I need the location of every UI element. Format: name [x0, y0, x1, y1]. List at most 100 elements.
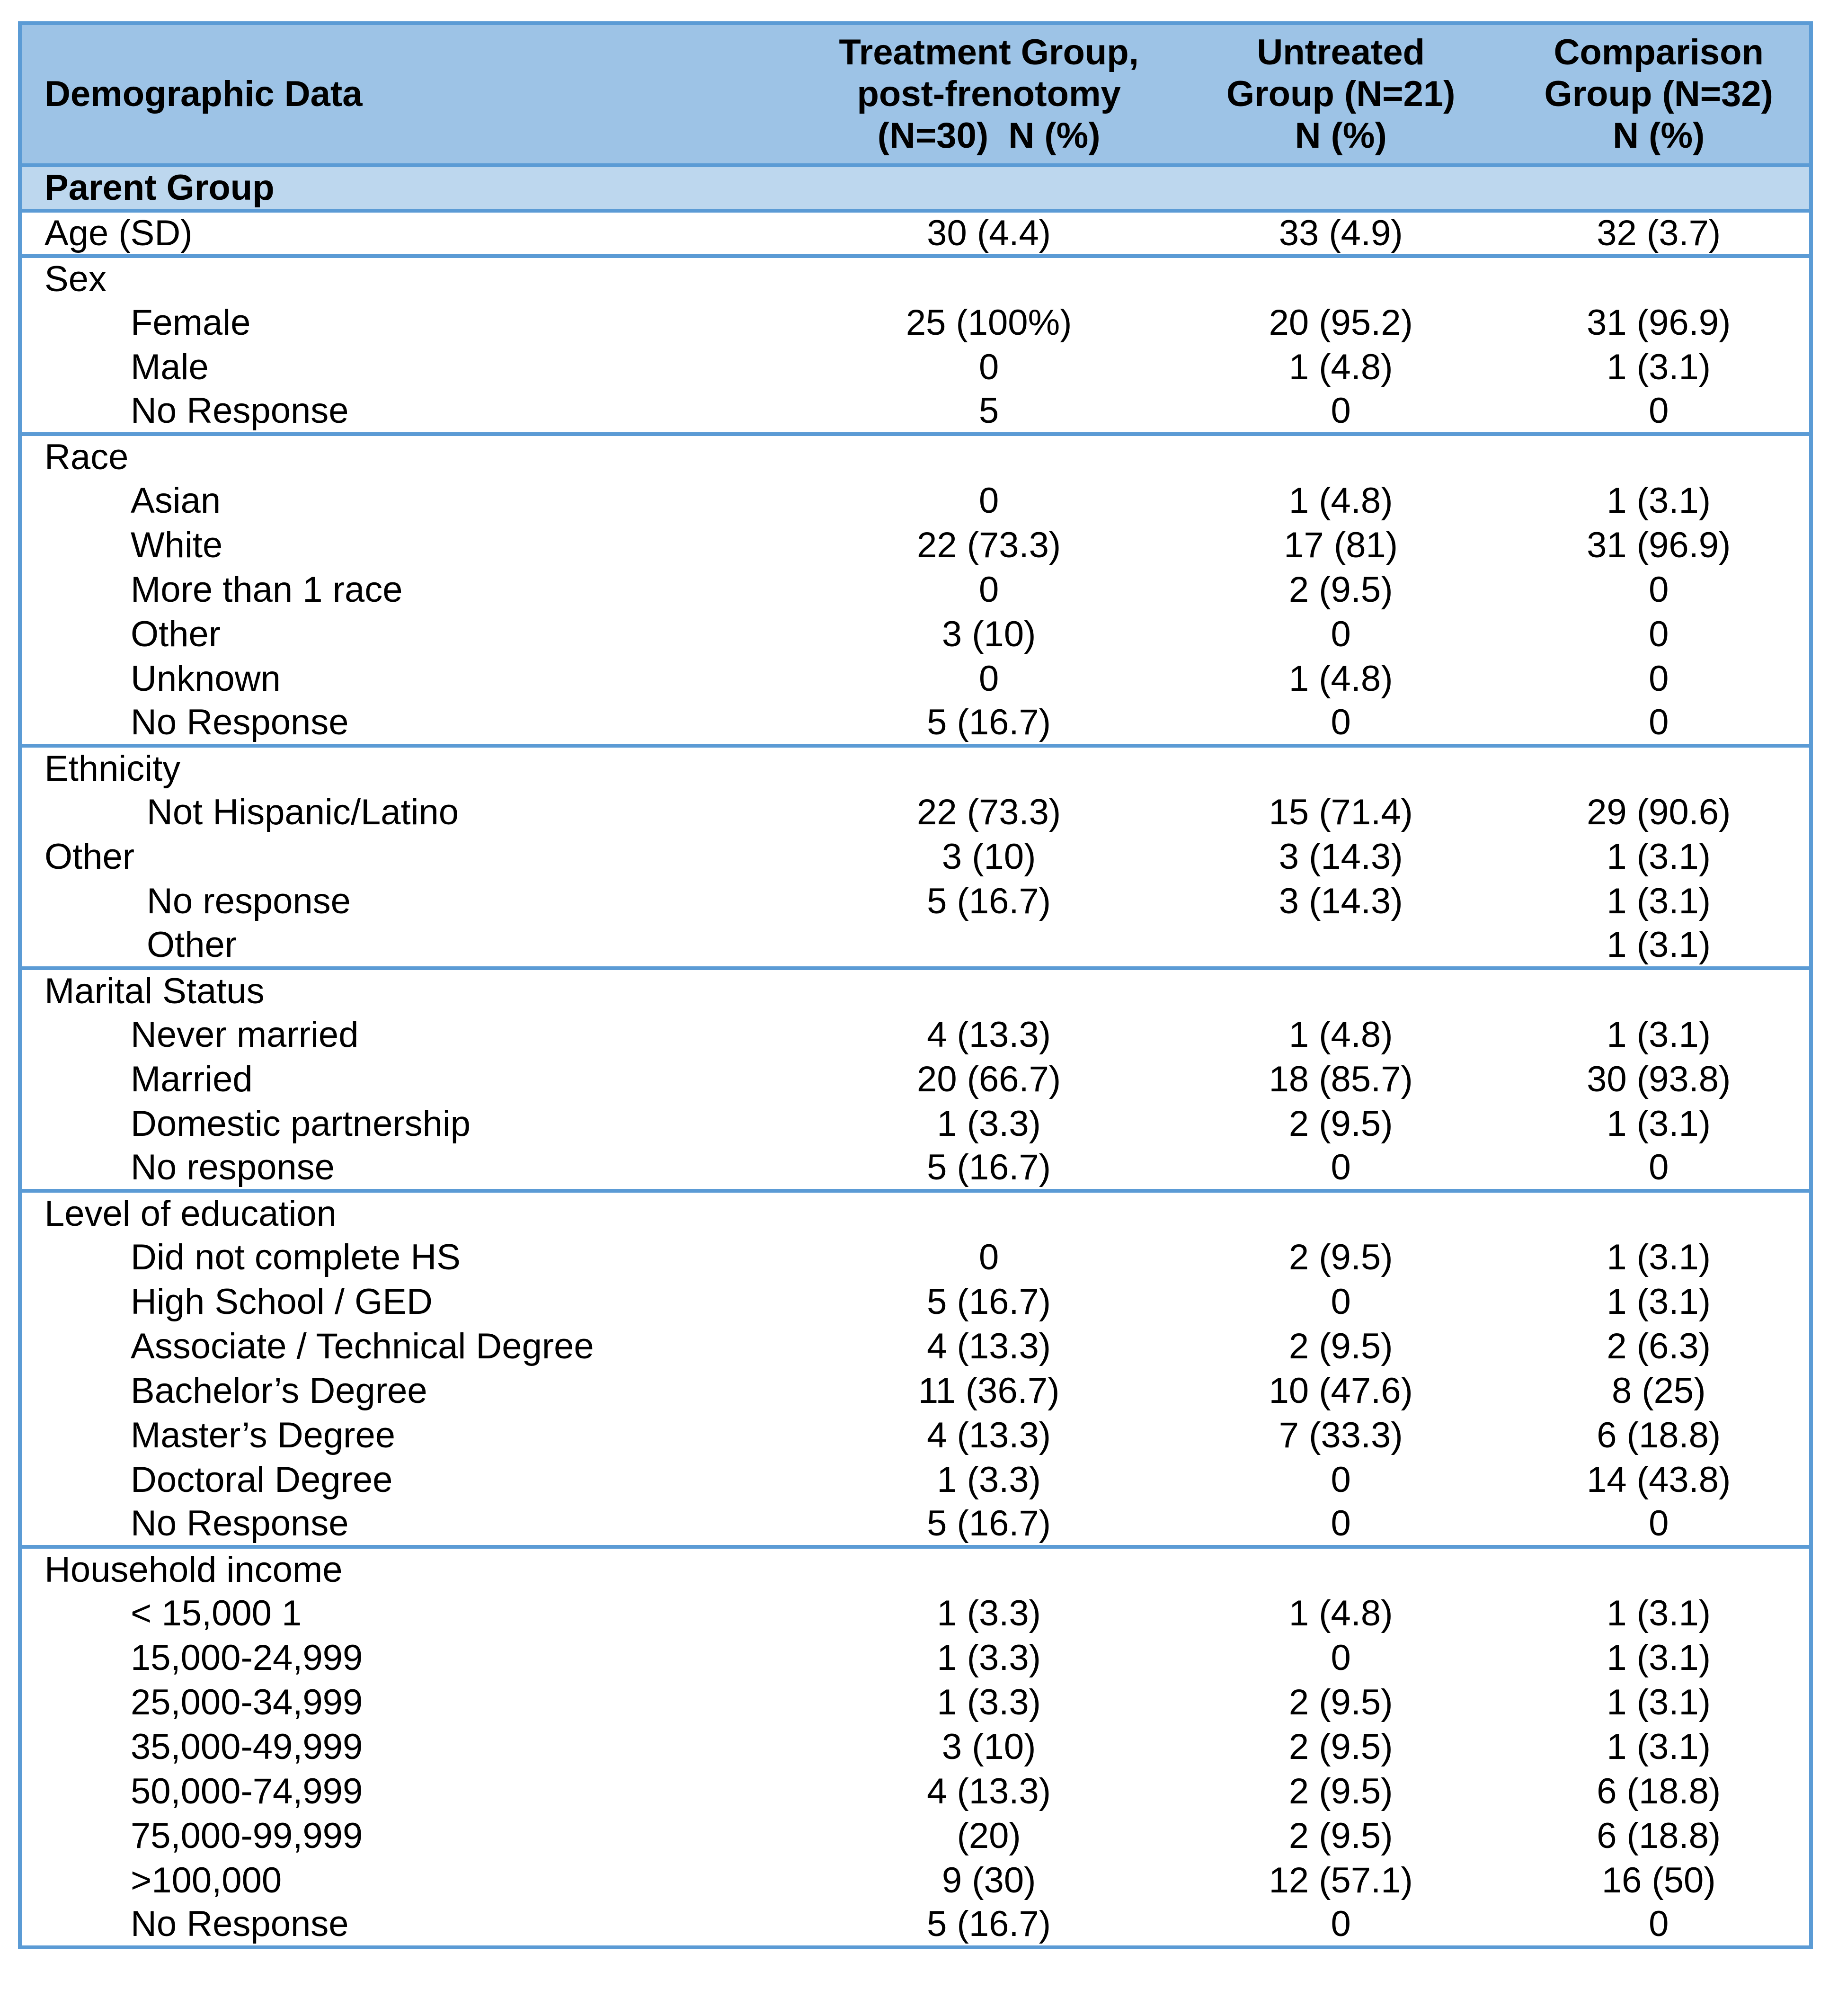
- value-cell: 0: [1331, 614, 1351, 655]
- group-header-row-parent-group: Parent Group: [20, 163, 1811, 211]
- table-row-race: Unknown 0 1 (4.8) 0: [20, 657, 1811, 701]
- value-cell: 2 (9.5): [1288, 1326, 1393, 1367]
- value-cell: [804, 1545, 1173, 1592]
- value-cell: 31 (96.9): [1587, 525, 1731, 566]
- row-label: White: [131, 525, 223, 566]
- value-cell: 2 (9.5): [1288, 1682, 1393, 1723]
- row-label: No Response: [131, 702, 349, 743]
- row-label: >100,000: [131, 1860, 282, 1901]
- group-header-spacer: [804, 163, 1173, 211]
- value-cell: 31 (96.9): [1587, 303, 1731, 343]
- value-cell: 6 (18.8): [1597, 1771, 1721, 1812]
- value-cell: [1173, 1545, 1509, 1592]
- group-header-label: Parent Group: [20, 163, 805, 211]
- table-body: Parent Group Age (SD) 30 (4.4) 33 (4.9) 32 …: [20, 163, 1811, 1947]
- value-cell: 7 (33.3): [1279, 1415, 1403, 1456]
- value-cell: 1 (3.3): [937, 1638, 1041, 1678]
- value-cell: (20): [957, 1816, 1021, 1856]
- value-cell: 0: [1331, 1282, 1351, 1322]
- group-header-spacer: [1173, 163, 1509, 211]
- value-cell: [804, 1189, 1173, 1236]
- value-cell: 0: [1649, 1147, 1669, 1188]
- table-row-marital-status: Married 20 (66.7) 18 (85.7) 30 (93.8): [20, 1057, 1811, 1102]
- value-cell: [1508, 1189, 1811, 1236]
- value-cell: 1 (3.3): [937, 1460, 1041, 1500]
- value-cell: 20 (95.2): [1269, 303, 1413, 343]
- value-cell: 30 (93.8): [1587, 1059, 1731, 1100]
- row-label: No Response: [131, 1503, 349, 1544]
- value-cell: 1 (3.1): [1607, 1593, 1711, 1634]
- table-row-education: Master’s Degree 4 (13.3) 7 (33.3) 6 (18.8): [20, 1413, 1811, 1458]
- row-label: Did not complete HS: [131, 1237, 461, 1278]
- row-label: Sex: [20, 254, 805, 301]
- value-cell: 18 (85.7): [1269, 1059, 1413, 1100]
- row-label: 75,000-99,999: [131, 1816, 363, 1856]
- value-cell: 5 (16.7): [927, 881, 1051, 922]
- row-label: Bachelor’s Degree: [131, 1371, 427, 1411]
- table-row-household-income: Household income: [20, 1545, 1811, 1592]
- row-label: Unknown: [131, 659, 281, 699]
- value-cell: 1 (4.8): [1288, 1593, 1393, 1634]
- value-cell: 0: [1649, 659, 1669, 699]
- value-cell: [1173, 254, 1509, 301]
- table-row-ethnicity: Ethnicity: [20, 744, 1811, 791]
- value-cell: 5 (16.7): [927, 1503, 1051, 1544]
- value-cell: 22 (73.3): [917, 792, 1061, 833]
- value-cell: 1 (4.8): [1288, 1015, 1393, 1055]
- row-label: Associate / Technical Degree: [131, 1326, 594, 1367]
- table-row-education: Associate / Technical Degree 4 (13.3) 2 (9…: [20, 1324, 1811, 1369]
- table-row-age: Age (SD) 30 (4.4) 33 (4.9) 32 (3.7): [20, 209, 1811, 257]
- table-row-race: Race: [20, 432, 1811, 479]
- table-row-household-income: 75,000-99,999 (20) 2 (9.5) 6 (18.8): [20, 1814, 1811, 1858]
- table-row-education: Bachelor’s Degree 11 (36.7) 10 (47.6) 8 (25…: [20, 1369, 1811, 1413]
- table-row-ethnicity: No response 5 (16.7) 3 (14.3) 1 (3.1): [20, 879, 1811, 924]
- value-cell: 0: [1331, 1638, 1351, 1678]
- row-label: No response: [131, 1147, 335, 1188]
- row-label: No Response: [131, 1904, 349, 1945]
- table-row-household-income: No Response 5 (16.7) 0 0: [20, 1903, 1811, 1947]
- value-cell: [804, 744, 1173, 791]
- row-label: 25,000-34,999: [131, 1682, 363, 1723]
- row-label: Not Hispanic/Latino: [147, 792, 459, 833]
- value-cell: 0: [979, 1237, 999, 1278]
- row-label: Asian: [131, 481, 221, 521]
- value-cell: 29 (90.6): [1587, 792, 1731, 833]
- value-cell: 1 (3.1): [1607, 925, 1711, 965]
- value-cell: 3 (14.3): [1279, 837, 1403, 877]
- row-label: More than 1 race: [131, 570, 403, 610]
- row-label: 50,000-74,999: [131, 1771, 363, 1812]
- row-label: Other: [44, 837, 135, 877]
- value-cell: 1 (3.1): [1607, 881, 1711, 922]
- table-row-ethnicity: Not Hispanic/Latino 22 (73.3) 15 (71.4) 29 …: [20, 790, 1811, 835]
- value-cell: 2 (9.5): [1288, 1727, 1393, 1767]
- value-cell: [1508, 966, 1811, 1013]
- value-cell: 1 (3.1): [1607, 837, 1711, 877]
- value-cell: 5 (16.7): [927, 1147, 1051, 1188]
- value-cell: 25 (100%): [906, 303, 1072, 343]
- table-row-race: Asian 0 1 (4.8) 1 (3.1): [20, 479, 1811, 523]
- value-cell: 16 (50): [1601, 1860, 1716, 1901]
- row-label: Female: [131, 303, 251, 343]
- col-header-comparison-group: Comparison Group (N=32) N (%): [1508, 23, 1811, 165]
- table-row-household-income: >100,000 9 (30) 12 (57.1) 16 (50): [20, 1858, 1811, 1903]
- value-cell: 1 (3.1): [1607, 1638, 1711, 1678]
- table-row-household-income: 50,000-74,999 4 (13.3) 2 (9.5) 6 (18.8): [20, 1769, 1811, 1814]
- table-row-marital-status: Marital Status: [20, 966, 1811, 1013]
- value-cell: [1508, 744, 1811, 791]
- row-label: No response: [147, 881, 351, 922]
- value-cell: 0: [1331, 1147, 1351, 1188]
- value-cell: 12 (57.1): [1269, 1860, 1413, 1901]
- value-cell: 1 (3.1): [1607, 1015, 1711, 1055]
- value-cell: 30 (4.4): [804, 209, 1173, 257]
- table-row-education: No Response 5 (16.7) 0 0: [20, 1502, 1811, 1547]
- row-label: Household income: [20, 1545, 805, 1592]
- value-cell: 1 (4.8): [1288, 347, 1393, 388]
- value-cell: 2 (9.5): [1288, 1816, 1393, 1856]
- value-cell: 0: [1331, 391, 1351, 431]
- value-cell: [1173, 1189, 1509, 1236]
- table-row-ethnicity: Other 3 (10) 3 (14.3) 1 (3.1): [20, 835, 1811, 879]
- value-cell: [1508, 1545, 1811, 1592]
- value-cell: 0: [1649, 614, 1669, 655]
- row-label: Marital Status: [20, 966, 805, 1013]
